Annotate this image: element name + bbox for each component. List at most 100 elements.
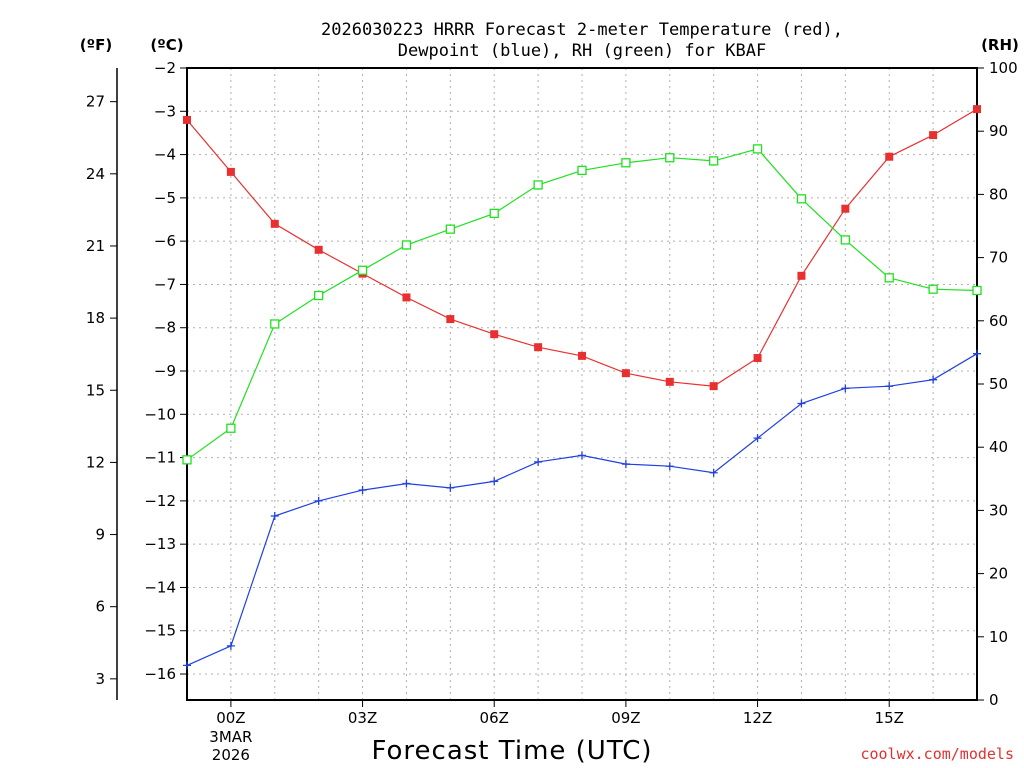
dewpoint-point <box>534 457 543 466</box>
dewpoint-point <box>621 460 630 469</box>
rh-tick-label: 100 <box>989 59 1018 77</box>
credit-text: coolwx.com/models <box>860 745 1014 763</box>
plot-frame <box>186 67 978 701</box>
rh-tick-label: 80 <box>989 185 1008 203</box>
rh-point <box>972 285 982 296</box>
temperature-point <box>841 204 850 213</box>
rh-point <box>357 265 368 275</box>
fahrenheit-unit-label: (ºF) <box>80 36 112 54</box>
dewpoint-point <box>797 399 806 408</box>
dewpoint-point <box>183 661 191 670</box>
fahrenheit-tick-label: 27 <box>86 93 105 111</box>
series-rh <box>182 144 982 465</box>
celsius-tick-label: −2 <box>154 59 176 77</box>
rh-point <box>401 240 412 250</box>
axes <box>116 67 978 701</box>
fahrenheit-tick-label: 24 <box>86 165 105 183</box>
rh-point <box>577 165 587 176</box>
celsius-tick-label: −14 <box>144 578 176 596</box>
grid-lines <box>187 67 978 700</box>
temperature-point <box>665 377 674 386</box>
dewpoint-point <box>270 512 279 521</box>
rh-tick-label: 10 <box>989 628 1008 646</box>
dewpoint-point <box>490 477 499 486</box>
dewpoint-point <box>402 479 411 488</box>
tick-labels: −2 −3 −4 −5 −6 −7 −8 −9 −10 −11 −12 −13 −14 −15 −16 27 2… <box>86 59 1018 764</box>
temperature-point <box>973 105 981 114</box>
celsius-tick-label: −11 <box>144 449 176 467</box>
rh-tick-label: 20 <box>989 565 1008 583</box>
celsius-tick-label: −9 <box>154 362 176 380</box>
temperature-point <box>446 315 455 324</box>
dewpoint-point <box>709 468 718 477</box>
rh-point <box>533 180 543 190</box>
rh-tick-label: 30 <box>989 501 1008 519</box>
dewpoint-point <box>665 462 674 471</box>
celsius-tick-label: −13 <box>144 535 176 553</box>
rh-point <box>884 273 894 283</box>
temperature-point <box>183 115 191 124</box>
temperature-point <box>929 131 938 140</box>
temperature-point <box>534 343 543 352</box>
temperature-point <box>621 369 630 378</box>
data-series <box>182 105 982 670</box>
title-line-1: 2026030223 HRRR Forecast 2-meter Tempera… <box>321 20 843 40</box>
temperature-point <box>270 219 279 228</box>
dewpoint-line <box>186 353 978 666</box>
dewpoint-point <box>753 434 762 443</box>
fahrenheit-tick-label: 12 <box>86 453 105 471</box>
rh-point <box>270 319 280 329</box>
fahrenheit-tick-label: 15 <box>86 381 105 399</box>
temperature-point <box>402 293 411 302</box>
rh-tick-label: 60 <box>989 312 1008 330</box>
temperature-point <box>709 382 718 391</box>
fahrenheit-tick-label: 9 <box>95 526 105 544</box>
fahrenheit-tick-label: 21 <box>86 237 105 255</box>
temperature-point <box>314 245 323 254</box>
series-dewpoint <box>183 349 981 670</box>
dewpoint-point <box>929 375 938 384</box>
celsius-tick-label: −15 <box>144 622 176 640</box>
temperature-point <box>578 351 586 360</box>
rh-tick-label: 40 <box>989 438 1008 456</box>
celsius-tick-label: −16 <box>144 665 176 683</box>
dewpoint-point <box>446 483 455 492</box>
rh-point <box>665 153 675 163</box>
celsius-tick-label: −8 <box>154 319 176 337</box>
dewpoint-point <box>841 384 850 393</box>
dewpoint-point <box>578 451 586 460</box>
rh-tick-label: 50 <box>989 375 1008 393</box>
dewpoint-point <box>973 349 981 358</box>
rh-point <box>928 284 938 294</box>
x-tick-date-label: 2026 <box>212 746 250 764</box>
x-tick-date-label: 3MAR <box>209 728 252 746</box>
fahrenheit-tick-label: 18 <box>86 309 105 327</box>
rh-tick-label: 0 <box>989 691 999 709</box>
x-tick-label: 00Z <box>216 709 245 727</box>
rh-point <box>182 455 192 465</box>
celsius-tick-label: −7 <box>154 275 176 293</box>
dewpoint-point <box>226 641 235 650</box>
rh-point <box>796 194 807 204</box>
celsius-unit-label: (ºC) <box>150 36 183 54</box>
x-axis-label: Forecast Time (UTC) <box>371 736 652 766</box>
celsius-tick-label: −12 <box>144 492 176 510</box>
rh-point <box>226 423 236 433</box>
temperature-point <box>226 167 235 176</box>
chart-title: 2026030223 HRRR Forecast 2-meter Tempera… <box>321 20 843 61</box>
temperature-point <box>753 354 762 363</box>
temperature-point <box>490 330 499 339</box>
rh-point <box>621 158 631 168</box>
rh-point <box>489 208 499 219</box>
rh-tick-label: 70 <box>989 249 1008 267</box>
x-tick-label: 09Z <box>611 709 640 727</box>
rh-unit-label: (RH) <box>981 36 1019 54</box>
temperature-point <box>885 152 894 161</box>
celsius-tick-label: −5 <box>154 189 176 207</box>
celsius-tick-label: −6 <box>154 232 176 250</box>
rh-point <box>314 290 324 301</box>
rh-point <box>840 235 850 245</box>
fahrenheit-tick-label: 3 <box>95 670 105 688</box>
rh-tick-label: 90 <box>989 122 1008 140</box>
